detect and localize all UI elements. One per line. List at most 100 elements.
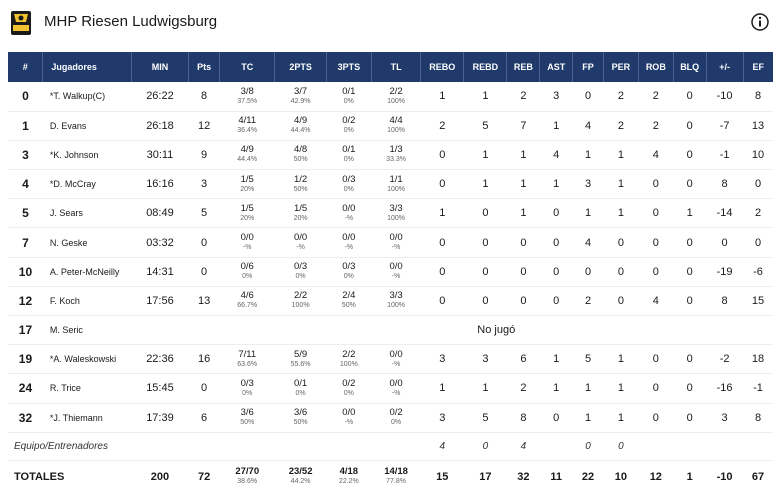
team-name[interactable]: MHP Riesen Ludwigsburg	[44, 13, 218, 30]
player-name[interactable]: *A. Waleskowski	[42, 344, 132, 375]
player-pts: 0	[188, 227, 220, 258]
player-min: 17:56	[131, 286, 189, 317]
player-name[interactable]: *J. Thiemann	[42, 403, 132, 433]
player-name[interactable]: *D. McCray	[42, 169, 132, 200]
player-3pts-made: 0/0	[342, 232, 356, 244]
player-row[interactable]: 3 *K. Johnson 30:11 9 4/9 44.4% 4/8 50% 0/1 0% 1/3…	[8, 140, 773, 171]
player-name[interactable]: *K. Johnson	[42, 140, 132, 171]
team-logo-icon	[11, 11, 31, 35]
player-rob: 2	[638, 82, 674, 112]
player-min: 08:49	[131, 198, 189, 229]
player-row[interactable]: 12 F. Koch 17:56 13 4/6 66.7% 2/2 100% 2/4 50% 3/3…	[8, 286, 773, 317]
totals-tc: 27/70 38.6%	[219, 459, 275, 493]
player-2pts-pct: -%	[296, 244, 305, 252]
player-2pts-pct: 50%	[293, 185, 308, 193]
player-pts	[188, 315, 220, 346]
player-3pts-made: 2/2	[342, 348, 356, 360]
player-3pts-pct: 100%	[339, 360, 358, 368]
player-3pts-pct: 0%	[343, 185, 354, 193]
col-header-ef[interactable]: EF	[743, 52, 773, 82]
player-2pts-made: 4/8	[293, 144, 308, 156]
player-row[interactable]: 10 A. Peter-McNeilly 14:31 0 0/6 0% 0/3 0% 0/3 0%…	[8, 257, 773, 287]
player-3pts-pct: 0%	[343, 127, 354, 135]
player-row[interactable]: 32 *J. Thiemann 17:39 6 3/6 50% 3/6 50% 0/0 -% 0/2…	[8, 403, 773, 433]
col-header-rebo[interactable]: REBO	[420, 52, 465, 82]
player-rob: 4	[638, 286, 674, 317]
player-2pts-made: 2/2	[293, 290, 308, 302]
col-header-rob[interactable]: ROB	[638, 52, 674, 82]
player-3pts-made: 0/2	[342, 115, 356, 127]
player-rebd: 0	[463, 227, 507, 258]
col-header-player[interactable]: Jugadores	[42, 52, 132, 82]
col-header-fp[interactable]: FP	[572, 52, 604, 82]
player-fp: 1	[572, 403, 604, 433]
col-header-reb[interactable]: REB	[506, 52, 541, 82]
player-3pts: 0/2 0%	[326, 111, 372, 141]
player-fp: 5	[572, 344, 604, 375]
col-header-blq[interactable]: BLQ	[673, 52, 707, 82]
player-3pts-made: 0/1	[342, 144, 356, 156]
player-fp: 1	[572, 373, 604, 404]
totals-2pts: 23/52 44.2%	[274, 459, 327, 493]
player-reb: 0	[506, 257, 540, 287]
col-header-per[interactable]: PER	[603, 52, 639, 82]
player-ast: 0	[539, 286, 573, 317]
player-ast: 1	[539, 111, 573, 141]
player-tc-made: 1/5	[240, 202, 254, 214]
player-row[interactable]: 19 *A. Waleskowski 22:36 16 7/11 63.6% 5/9 55.6…	[8, 344, 773, 375]
player-pts: 0	[188, 257, 220, 287]
col-header-ast[interactable]: AST	[539, 52, 574, 82]
col-header-pts[interactable]: Pts	[188, 52, 220, 82]
col-header-plus-minus[interactable]: +/-	[706, 52, 744, 82]
player-name[interactable]: F. Koch	[42, 286, 132, 317]
player-rebo: 2	[420, 111, 464, 141]
player-per: 0	[603, 286, 639, 317]
player-row[interactable]: 24 R. Trice 15:45 0 0/3 0% 0/1 0% 0/2 0% 0/0 -% 1 1 2 1…	[8, 373, 773, 404]
bench-fp: 0	[572, 432, 604, 461]
col-header-rebd[interactable]: REBD	[463, 52, 508, 82]
col-header-tl[interactable]: TL	[371, 52, 422, 82]
did-not-play-label: No jugó	[219, 315, 773, 346]
player-rebo: 1	[420, 82, 464, 112]
player-row[interactable]: 0 *T. Walkup(C) 26:22 8 3/8 37.5% 3/7 42.9% 0/1 0…	[8, 82, 773, 112]
player-row[interactable]: 1 D. Evans 26:18 12 4/11 36.4% 4/9 44.4% 0/2 0% 4/…	[8, 111, 773, 141]
player-2pts-made: 3/6	[293, 407, 308, 419]
col-header-3pts[interactable]: 3PTS	[326, 52, 372, 82]
player-name[interactable]: M. Seric	[42, 315, 132, 346]
col-header-2pts[interactable]: 2PTS	[274, 52, 327, 82]
player-name[interactable]: R. Trice	[42, 373, 132, 404]
player-pm: 0	[706, 227, 744, 258]
player-name[interactable]: J. Sears	[42, 198, 132, 229]
player-per: 1	[603, 403, 639, 433]
player-name[interactable]: A. Peter-McNeilly	[42, 257, 132, 287]
player-name[interactable]: *T. Walkup(C)	[42, 82, 132, 112]
player-rebd: 1	[463, 82, 507, 112]
col-header-num[interactable]: #	[8, 52, 44, 82]
player-tl-pct: -%	[391, 244, 401, 252]
player-tc-pct: 44.4%	[237, 156, 258, 164]
player-row[interactable]: 4 *D. McCray 16:16 3 1/5 20% 1/2 50% 0/3 0% 1/1 100…	[8, 169, 773, 200]
col-header-tc[interactable]: TC	[219, 52, 276, 82]
player-tl: 0/2 0%	[371, 403, 421, 433]
player-tc-made: 4/11	[238, 115, 257, 127]
player-name[interactable]: N. Geske	[42, 227, 132, 258]
player-fp: 4	[572, 227, 604, 258]
player-name[interactable]: D. Evans	[42, 111, 132, 141]
player-reb: 1	[506, 140, 540, 171]
player-2pts-pct: 50%	[293, 419, 308, 427]
info-icon[interactable]	[751, 13, 769, 31]
bench-reb: 4	[506, 432, 540, 461]
player-row[interactable]: 5 J. Sears 08:49 5 1/5 20% 1/5 20% 0/0 -% 3/3 100% 1…	[8, 198, 773, 229]
player-ef: 13	[743, 111, 773, 141]
player-ast: 4	[539, 140, 573, 171]
player-tl-made: 0/2	[389, 407, 403, 419]
player-row[interactable]: 7 N. Geske 03:32 0 0/0 -% 0/0 -% 0/0 -% 0/0 -% 0 0 0 0 4…	[8, 227, 773, 258]
player-min: 26:22	[131, 82, 189, 112]
col-header-min[interactable]: MIN	[131, 52, 190, 82]
player-tl-made: 1/3	[389, 144, 403, 156]
player-row[interactable]: 17 M. Seric No jugó	[8, 315, 773, 346]
player-tc-pct: 0%	[242, 273, 253, 281]
player-rebd: 3	[463, 344, 507, 375]
player-ef: 10	[743, 140, 773, 171]
player-tl: 3/3 100%	[371, 286, 421, 317]
